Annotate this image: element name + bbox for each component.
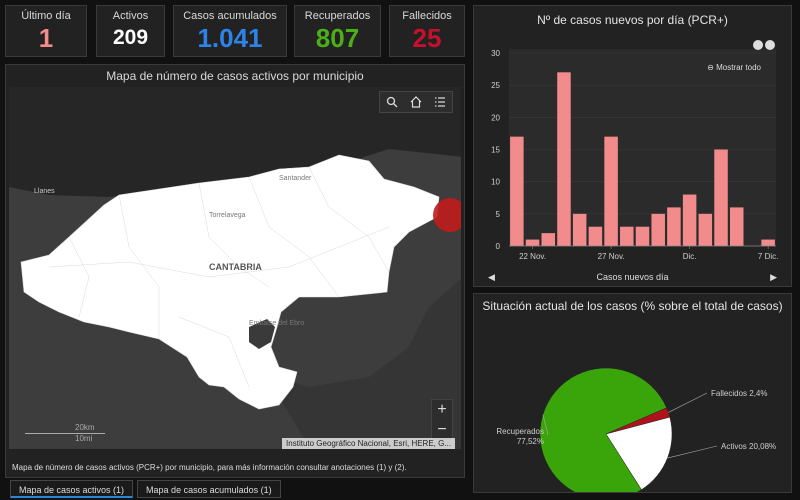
bar[interactable] [761, 239, 775, 246]
indicator-value: 25 [412, 23, 442, 53]
map-view[interactable]: Llanes Santander Torrelavega CANTABRIA E… [9, 87, 461, 449]
list-icon[interactable] [428, 92, 452, 112]
tab-casos-acumulados[interactable]: Mapa de casos acumulados (1) [137, 480, 281, 498]
prev-arrow-icon[interactable]: ◀ [488, 272, 495, 282]
indicator-label: Casos acumulados [183, 10, 277, 22]
pie-leader-line [667, 445, 718, 459]
bar[interactable] [541, 233, 556, 246]
scale-km: 20km [75, 423, 95, 432]
pie-value-label: 77,52% [517, 437, 544, 446]
map-attribution[interactable]: Instituto Geográfico Nacional, Esri, HER… [282, 438, 455, 449]
zoom-control: + − [431, 399, 453, 441]
y-tick-label: 5 [496, 210, 501, 219]
pie-leader-line [668, 392, 708, 413]
tab-casos-activos[interactable]: Mapa de casos activos (1) [10, 480, 134, 498]
bar[interactable] [620, 226, 634, 246]
pie-chart-panel: Situación actual de los casos (% sobre e… [473, 293, 792, 493]
bar[interactable] [729, 207, 744, 246]
map-svg: Llanes Santander Torrelavega CANTABRIA E… [9, 87, 461, 449]
active-cases-bubble [433, 198, 461, 232]
bar[interactable] [667, 207, 681, 246]
map-scale: 20km 10mi [25, 423, 105, 443]
bar[interactable] [714, 149, 728, 247]
pie-chart: Fallecidos 2,4% Activos 20,08% Recuperados… [496, 367, 776, 492]
scale-mi: 10mi [75, 434, 93, 443]
map-title: Mapa de número de casos activos por muni… [106, 69, 364, 83]
bar[interactable] [651, 213, 665, 246]
indicator-value: 209 [112, 26, 149, 49]
bar-chart-title: Nº de casos nuevos por día (PCR+) [537, 13, 728, 27]
zoom-in-button[interactable]: + [437, 401, 447, 418]
indicator-label: Fallecidos [402, 10, 452, 22]
bar[interactable] [510, 136, 524, 246]
map-label-cantabria: CANTABRIA [209, 262, 262, 272]
map-tabs: Mapa de casos activos (1) Mapa de casos … [10, 480, 281, 498]
map-note: Mapa de número de casos activos (PCR+) p… [12, 463, 407, 472]
map-label-embalse: Embalse del Ebro [249, 320, 304, 327]
bar[interactable] [635, 226, 650, 246]
y-tick-label: 25 [491, 81, 500, 90]
bar-chart-panel: Nº de casos nuevos por día (PCR+) 0 5 10 15… [473, 5, 792, 287]
zoom-out-icon: ⊖ [707, 63, 714, 72]
y-tick-label: 0 [496, 242, 501, 251]
zoom-out-button[interactable]: − [437, 421, 447, 438]
indicator-label: Último día [21, 10, 71, 22]
indicator-activos: Activos 209 [96, 5, 165, 57]
map-label-santander: Santander [279, 175, 312, 182]
bar-chart-footer: ◀ Casos nuevos día ▶ [474, 268, 791, 286]
map-label-llanes: Llanes [34, 188, 55, 195]
pie-label: Recuperados [496, 427, 544, 436]
x-tick-label: 27 Nov. [598, 252, 625, 261]
x-tick-label: Dic. [683, 252, 697, 261]
map-toolbar [379, 91, 453, 113]
indicator-label: Recuperados [304, 10, 371, 22]
pie-slice[interactable] [605, 416, 673, 491]
home-icon[interactable] [404, 92, 428, 112]
toggle-icon[interactable] [765, 40, 775, 50]
toggle-icon[interactable] [753, 40, 763, 50]
indicator-casos-acumulados: Casos acumulados 1.041 [173, 5, 287, 57]
bar[interactable] [525, 239, 540, 246]
y-tick-label: 10 [491, 178, 500, 187]
indicator-value: 1 [38, 23, 54, 53]
search-icon[interactable] [380, 92, 404, 112]
indicator-label: Activos [112, 10, 149, 22]
bar[interactable] [682, 194, 697, 246]
bar[interactable] [698, 213, 713, 246]
next-arrow-icon[interactable]: ▶ [770, 272, 777, 282]
pie-chart-title: Situación actual de los casos (% sobre e… [482, 299, 783, 313]
pie-leader-line [542, 414, 549, 436]
map-panel: Mapa de número de casos activos por muni… [5, 64, 465, 478]
map-label-torrelavega: Torrelavega [209, 212, 246, 219]
x-tick-label: 7 Dic. [758, 252, 778, 261]
bar-chart: 0 5 10 15 20 25 30 22 Nov. 27 Nov. Dic. 7 Dic. [491, 49, 778, 261]
indicator-value: 1.041 [197, 23, 263, 53]
y-tick-label: 20 [491, 113, 500, 122]
pie-label: Activos 20,08% [721, 442, 776, 451]
show-all-button[interactable]: ⊖ Mostrar todo [707, 63, 761, 72]
bar[interactable] [572, 213, 587, 246]
bar[interactable] [557, 72, 571, 246]
pie-label: Fallecidos 2,4% [711, 389, 767, 398]
indicator-ultimo-dia: Último día 1 [5, 5, 87, 57]
indicator-value: 807 [315, 23, 360, 53]
bar[interactable] [604, 136, 618, 246]
y-tick-label: 15 [491, 146, 500, 155]
x-tick-label: 22 Nov. [519, 252, 546, 261]
y-tick-label: 30 [491, 49, 500, 58]
indicator-fallecidos: Fallecidos 25 [389, 5, 465, 57]
footer-label: Casos nuevos día [596, 272, 669, 282]
show-all-label: Mostrar todo [716, 63, 761, 72]
bar[interactable] [588, 226, 603, 246]
indicator-recuperados: Recuperados 807 [294, 5, 381, 57]
